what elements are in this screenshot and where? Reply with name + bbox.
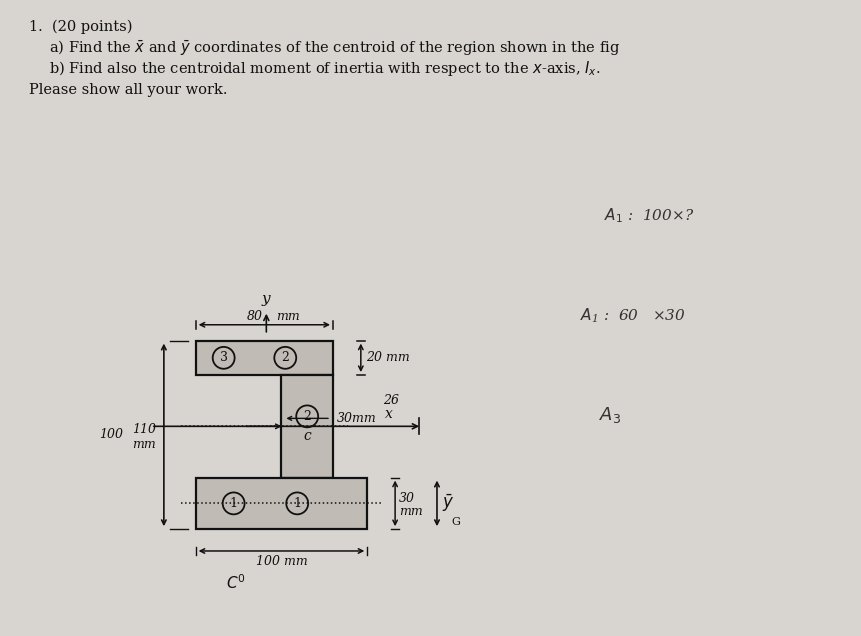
Text: mm: mm [276,310,300,323]
Text: mm: mm [132,438,156,452]
Text: 100: 100 [99,429,123,441]
Text: $A_1$ :  100×?: $A_1$ : 100×? [604,207,694,225]
Text: 1.  (20 points): 1. (20 points) [29,19,133,34]
Text: G: G [450,517,459,527]
Text: 20 mm: 20 mm [365,351,409,364]
Text: b) Find also the centroidal moment of inertia with respect to the $x$-axis, $I_x: b) Find also the centroidal moment of in… [49,59,600,78]
Text: $A_3$: $A_3$ [598,404,621,425]
Text: y: y [262,292,270,306]
Text: 1: 1 [229,497,238,510]
Bar [195,478,367,529]
Text: 30: 30 [399,492,415,505]
Bar [195,341,332,375]
Text: x: x [384,408,392,422]
Text: 30mm: 30mm [337,412,376,425]
Text: 3: 3 [220,351,227,364]
Text: $A_{\mathregular{1}}$ :  60   ×30: $A_{\mathregular{1}}$ : 60 ×30 [579,306,684,325]
Bar [282,375,332,478]
Text: 80: 80 [246,310,262,323]
Text: $\bar{y}$: $\bar{y}$ [442,493,454,514]
Text: 2: 2 [281,351,289,364]
Text: 26: 26 [382,394,399,408]
Text: 1: 1 [293,497,300,510]
Text: Please show all your work.: Please show all your work. [29,83,227,97]
Text: 100 mm: 100 mm [256,555,307,568]
Text: $C^0$: $C^0$ [226,573,245,592]
Text: mm: mm [399,505,423,518]
Text: a) Find the $\bar{x}$ and $\bar{y}$ coordinates of the centroid of the region sh: a) Find the $\bar{x}$ and $\bar{y}$ coor… [49,39,620,59]
Text: 110: 110 [132,424,156,436]
Text: c: c [303,429,311,443]
Text: 2: 2 [303,410,311,423]
